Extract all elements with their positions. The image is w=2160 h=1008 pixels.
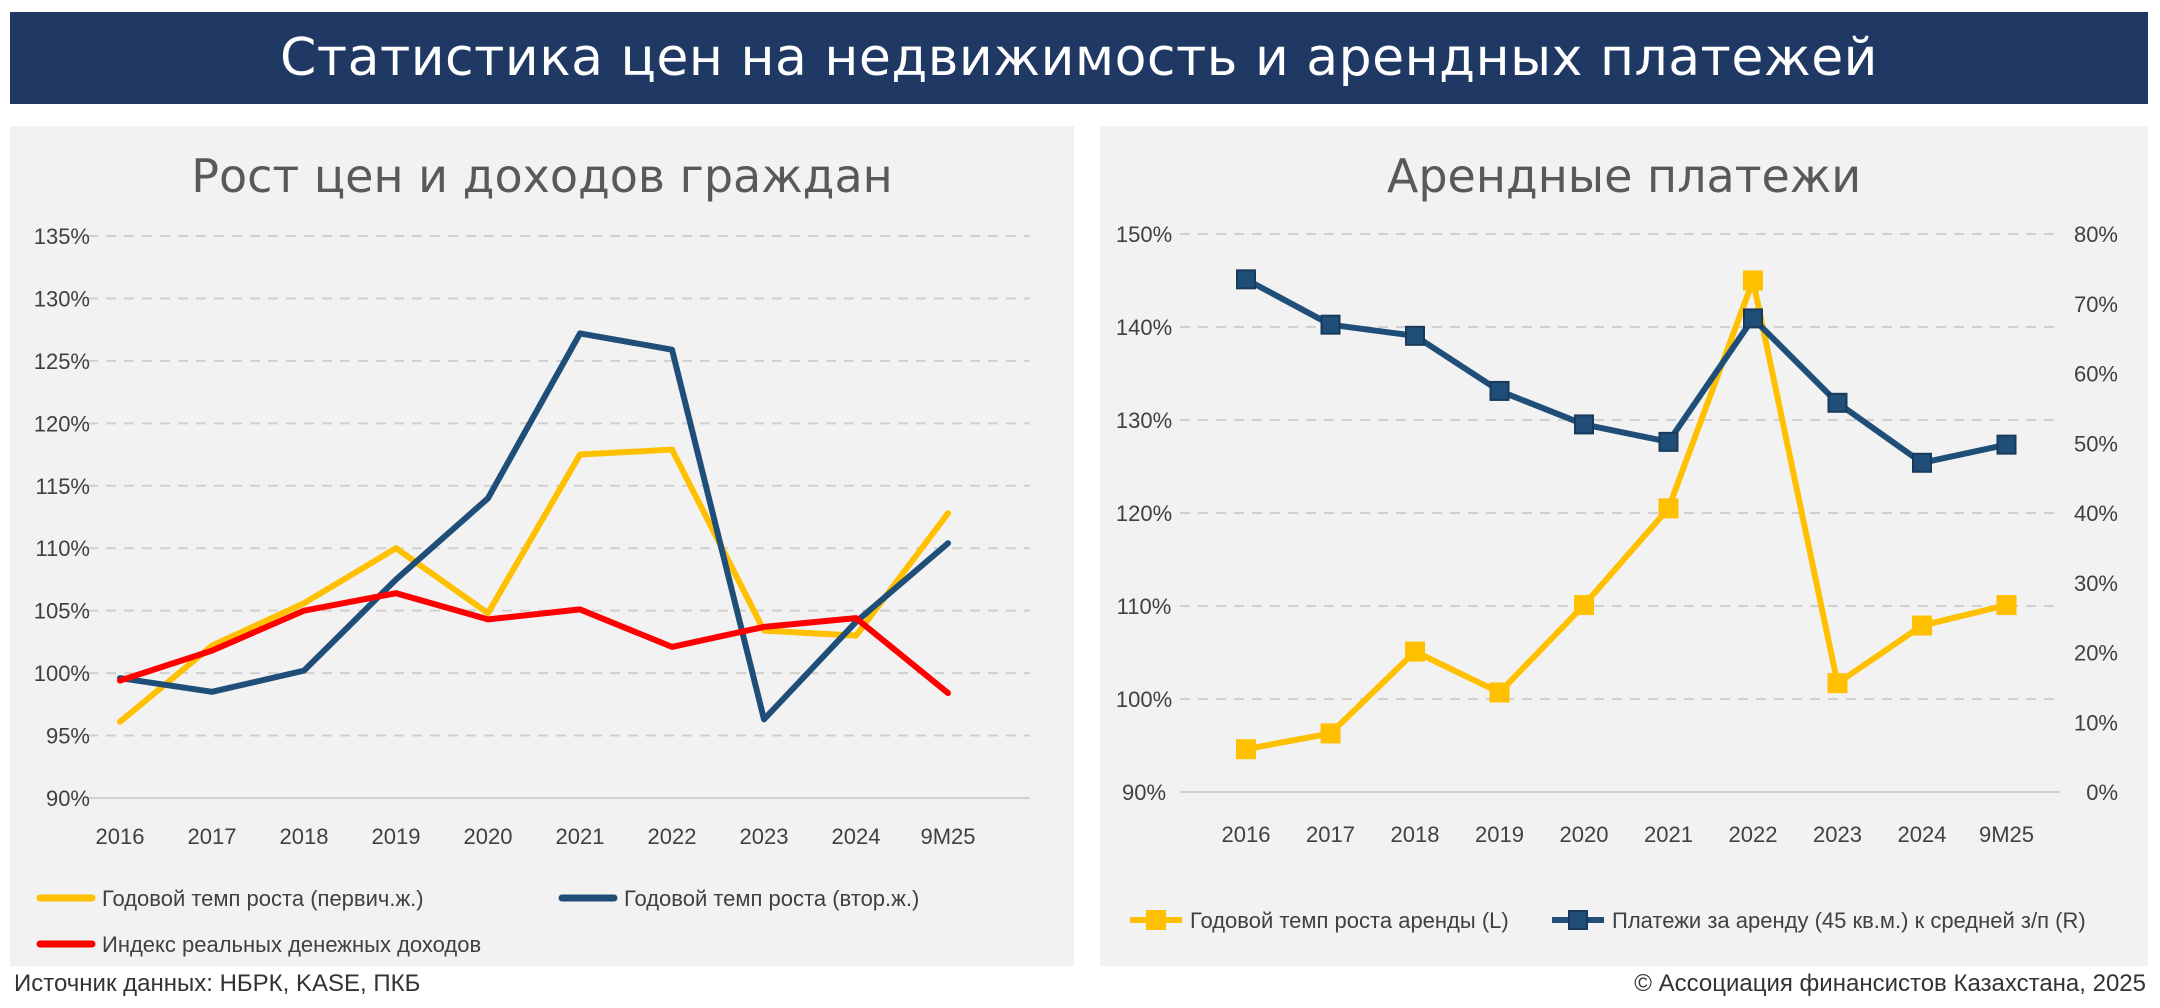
- series-line-2: [117, 330, 951, 723]
- x-tick-label: 2024: [1898, 822, 1947, 847]
- y-tick-label-left: 90%: [1122, 780, 1166, 805]
- y-tick-label: 135%: [34, 224, 90, 249]
- series-1-marker: [1743, 270, 1763, 291]
- series-1-marker: [1827, 673, 1848, 694]
- x-tick-label: 2022: [1729, 822, 1778, 847]
- x-tick-label: 2022: [648, 824, 697, 849]
- y-tick-label: 120%: [34, 411, 90, 436]
- y-tick-label-right: 50%: [2074, 431, 2118, 456]
- series-1-marker: [1489, 682, 1510, 703]
- chart-rent: Арендные платежи 90% 100% 110% 120% 130% 140% 1…: [1116, 149, 2118, 933]
- series-line-3: [117, 590, 951, 697]
- copyright-note: © Ассоциация финансистов Казахстана, 202…: [1634, 970, 2146, 997]
- chart-panel-rent: Арендные платежи 90% 100% 110% 120% 130% 140% 1…: [1100, 126, 2148, 966]
- page-banner-title: Статистика цен на недвижимость и арендны…: [10, 12, 2148, 104]
- x-tick-label: 2016: [1222, 822, 1271, 847]
- y-tick-label-left: 150%: [1116, 222, 1172, 247]
- x-tick-label: 2023: [740, 824, 789, 849]
- series-line-1: [1245, 277, 2008, 753]
- series-line-1: [117, 446, 951, 725]
- x-tick-label: 2016: [96, 824, 145, 849]
- y-tick-label-left: 110%: [1117, 594, 1172, 619]
- legend-marker: [1568, 910, 1588, 930]
- x-tick-label: 2019: [1475, 822, 1524, 847]
- series-2-marker: [1236, 269, 1256, 290]
- x-tick-label: 2017: [1306, 822, 1355, 847]
- legend-label: Индекс реальных денежных доходов: [102, 932, 481, 957]
- y-tick-label-right: 10%: [2074, 710, 2118, 735]
- series-1-marker: [1320, 723, 1341, 744]
- y-tick-label: 105%: [34, 599, 90, 624]
- x-tick-label: 2021: [1644, 822, 1693, 847]
- y-tick-label-left: 130%: [1116, 408, 1172, 433]
- x-tick-label: 2019: [372, 824, 421, 849]
- x-tick-label: 2024: [832, 824, 881, 849]
- series-2-marker: [1912, 452, 1932, 473]
- series-1-marker: [1236, 739, 1256, 760]
- y-tick-label-left: 100%: [1116, 687, 1172, 712]
- legend-label: Платежи за аренду (45 кв.м.) к средней з…: [1612, 908, 2086, 933]
- y-tick-label-right: 80%: [2074, 222, 2118, 247]
- chart-price-income: Рост цен и доходов граждан 90% 95% 100% 105%…: [34, 149, 1030, 957]
- series-1-marker: [1574, 595, 1594, 616]
- series-1-marker: [1912, 615, 1932, 636]
- y-tick-label: 110%: [35, 536, 90, 561]
- y-tick-label-right: 60%: [2074, 362, 2118, 387]
- x-tick-label: 2020: [1560, 822, 1609, 847]
- x-tick-label: 2018: [280, 824, 329, 849]
- series-1-marker: [1405, 641, 1425, 662]
- series-2-marker: [1743, 308, 1763, 329]
- legend-label: Годовой темп роста аренды (L): [1190, 908, 1509, 933]
- x-tick-label: 2017: [188, 824, 237, 849]
- series-2-marker: [1489, 380, 1510, 401]
- chart-panel-price-income: Рост цен и доходов граждан 90% 95% 100% 105%…: [10, 126, 1074, 966]
- y-tick-label-left: 140%: [1116, 315, 1172, 340]
- y-tick-label-right: 30%: [2074, 571, 2118, 596]
- series-1-marker: [1658, 498, 1679, 519]
- x-tick-label: 2021: [556, 824, 605, 849]
- chart-title: Арендные платежи: [1387, 149, 1861, 203]
- series-2-marker: [1574, 414, 1594, 435]
- series-line-2: [1244, 276, 2008, 466]
- y-tick-label: 115%: [35, 474, 90, 499]
- series-2-marker: [1658, 431, 1679, 452]
- y-tick-label-right: 0%: [2086, 780, 2118, 805]
- x-tick-label: 2023: [1813, 822, 1862, 847]
- x-tick-label: 2020: [464, 824, 513, 849]
- source-note: Источник данных: НБРК, KASE, ПКБ: [14, 970, 421, 997]
- y-tick-label: 130%: [34, 286, 90, 311]
- series-1-marker: [1996, 595, 2017, 616]
- x-tick-label: 2018: [1391, 822, 1440, 847]
- y-tick-label: 125%: [34, 349, 90, 374]
- series-2-marker: [1320, 314, 1341, 335]
- x-tick-label: 9M25: [920, 824, 975, 849]
- chart-title: Рост цен и доходов граждан: [191, 149, 892, 203]
- y-tick-label-right: 70%: [2074, 292, 2118, 317]
- legend-label: Годовой темп роста (первич.ж.): [102, 886, 424, 911]
- legend-marker: [1146, 910, 1166, 930]
- y-tick-label: 90%: [46, 786, 90, 811]
- series-2-marker: [1405, 325, 1425, 346]
- y-tick-label: 100%: [34, 661, 90, 686]
- series-2-marker: [1827, 392, 1848, 413]
- y-tick-label-left: 120%: [1116, 501, 1172, 526]
- y-tick-label: 95%: [46, 724, 90, 749]
- x-tick-label: 9M25: [1979, 822, 2034, 847]
- series-2-marker: [1996, 434, 2017, 455]
- y-tick-label-right: 40%: [2074, 501, 2118, 526]
- legend-label: Годовой темп роста (втор.ж.): [624, 886, 919, 911]
- y-tick-label-right: 20%: [2074, 641, 2118, 666]
